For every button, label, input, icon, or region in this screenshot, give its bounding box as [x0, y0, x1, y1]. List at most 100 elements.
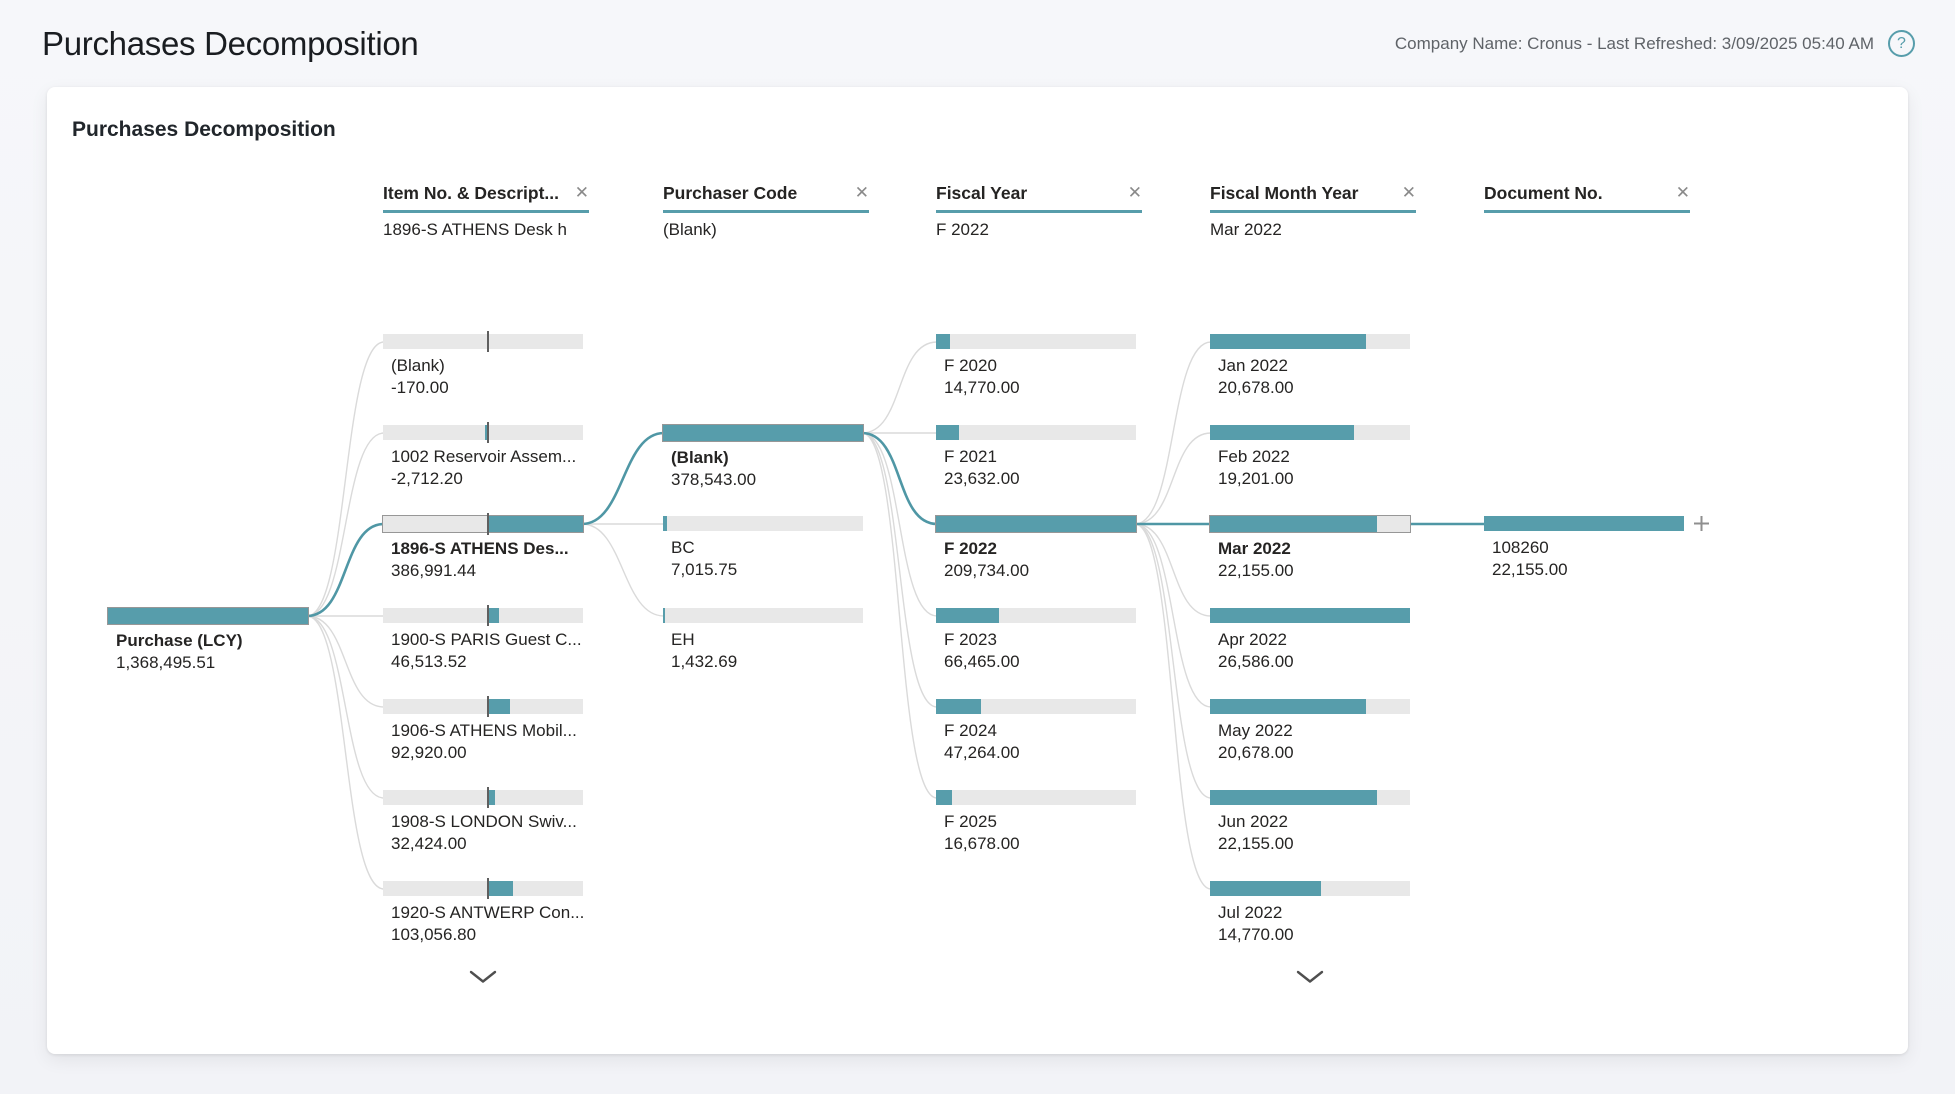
close-icon[interactable]: ✕	[574, 183, 589, 202]
node-bar[interactable]	[382, 513, 584, 535]
node-bar-fill	[936, 516, 1136, 532]
column-header: Fiscal Year ✕ F 2022	[936, 183, 1142, 239]
node-bar[interactable]	[663, 608, 863, 623]
node-bar-fill	[663, 425, 863, 441]
node-bar[interactable]	[1210, 790, 1410, 805]
node-value: -2,712.20	[391, 469, 463, 488]
close-icon[interactable]: ✕	[1127, 183, 1142, 202]
tree-node: Feb 2022 19,201.00	[1210, 425, 1410, 490]
node-bar[interactable]	[1209, 515, 1411, 533]
node-bar-fill	[936, 334, 950, 349]
tree-node: BC 7,015.75	[663, 516, 863, 581]
expand-more-button[interactable]	[1296, 970, 1324, 987]
node-label: 1906-S ATHENS Mobil...	[391, 721, 577, 740]
node-label: Feb 2022	[1218, 447, 1290, 466]
tree-node: 1002 Reservoir Assem... -2,712.20	[383, 422, 583, 490]
node-bar-fill	[936, 608, 1000, 623]
node-bar[interactable]	[936, 608, 1136, 623]
close-icon[interactable]: ✕	[854, 183, 869, 202]
node-label: BC	[671, 538, 695, 557]
chevron-down-icon	[469, 970, 497, 983]
node-value: 20,678.00	[1218, 743, 1294, 762]
expand-node-button[interactable]	[1693, 515, 1710, 535]
node-label: F 2020	[944, 356, 997, 375]
expand-more-button[interactable]	[469, 970, 497, 987]
column-header: Purchaser Code ✕ (Blank)	[663, 183, 869, 239]
node-bar[interactable]	[383, 422, 583, 443]
node-bar[interactable]	[1210, 425, 1410, 440]
node-bar[interactable]	[1210, 608, 1410, 623]
zero-tick	[487, 787, 489, 808]
node-value: 23,632.00	[944, 469, 1020, 488]
company-refresh-label: Company Name: Cronus - Last Refreshed: 3…	[1394, 33, 1874, 53]
node-bar-fill	[1210, 881, 1322, 896]
tree-node: F 2023 66,465.00	[936, 608, 1136, 673]
node-bar[interactable]	[383, 605, 583, 626]
visual-title: Purchases Decomposition	[72, 118, 336, 141]
node-label: Jul 2022	[1218, 903, 1283, 922]
column-header-label: Fiscal Year	[936, 183, 1028, 203]
node-bar[interactable]	[662, 424, 864, 442]
close-icon[interactable]: ✕	[1675, 183, 1690, 202]
column-header-label: Fiscal Month Year	[1210, 183, 1359, 203]
tree-node: 1908-S LONDON Swiv... 32,424.00	[383, 787, 583, 855]
node-bar[interactable]	[663, 516, 863, 531]
node-label: 1896-S ATHENS Des...	[391, 539, 569, 558]
node-bar[interactable]	[383, 878, 583, 899]
node-bar[interactable]	[936, 425, 1136, 440]
close-icon[interactable]: ✕	[1401, 183, 1416, 202]
node-value: 22,155.00	[1492, 560, 1568, 579]
node-bar[interactable]	[1210, 699, 1410, 714]
node-label: Mar 2022	[1218, 539, 1291, 558]
node-value: 209,734.00	[944, 561, 1030, 580]
node-bar[interactable]	[1484, 516, 1684, 531]
node-bar-fill	[1210, 516, 1377, 532]
tree-node: Jul 2022 14,770.00	[1210, 881, 1410, 946]
node-value: -170.00	[391, 378, 449, 397]
node-bar[interactable]	[107, 607, 309, 625]
node-bar[interactable]	[935, 515, 1137, 533]
zero-tick	[487, 696, 489, 717]
node-bar[interactable]	[936, 790, 1136, 805]
node-bar[interactable]	[936, 334, 1136, 349]
node-bar-fill	[663, 608, 665, 623]
column-header: Fiscal Month Year ✕ Mar 2022	[1210, 183, 1416, 239]
tree-node: F 2021 23,632.00	[936, 425, 1136, 490]
tree-node: 1920-S ANTWERP Con... 103,056.80	[383, 878, 584, 946]
node-label: F 2022	[944, 539, 997, 558]
node-value: 19,201.00	[1218, 469, 1294, 488]
node-label: 1900-S PARIS Guest C...	[391, 630, 582, 649]
tree-node: May 2022 20,678.00	[1210, 699, 1410, 764]
tree-node: Jun 2022 22,155.00	[1210, 790, 1410, 855]
node-value: 386,991.44	[391, 561, 477, 580]
column-accent-rule	[1210, 210, 1416, 213]
page-title: Purchases Decomposition	[42, 24, 419, 62]
node-value: 14,770.00	[1218, 925, 1294, 944]
column-subtitle: Mar 2022	[1210, 220, 1282, 239]
node-value: 1,432.69	[671, 652, 738, 671]
node-bar-fill	[1210, 790, 1377, 805]
tree-node: F 2024 47,264.00	[936, 699, 1136, 764]
node-value: 378,543.00	[671, 470, 757, 489]
node-bar[interactable]	[383, 331, 583, 352]
column-header-label: Item No. & Descript...	[383, 183, 560, 203]
node-bar[interactable]	[1210, 334, 1410, 349]
node-label: F 2023	[944, 630, 997, 649]
node-bar[interactable]	[1210, 881, 1410, 896]
node-bar[interactable]	[383, 696, 583, 717]
node-bar-fill	[487, 790, 495, 805]
node-bar-fill	[487, 516, 583, 532]
tree-node: 1906-S ATHENS Mobil... 92,920.00	[383, 696, 583, 764]
node-bar-fill	[663, 516, 667, 531]
node-bar[interactable]	[383, 787, 583, 808]
help-icon[interactable]: ?	[1888, 30, 1915, 57]
zero-tick	[487, 605, 489, 626]
zero-tick	[487, 331, 489, 352]
node-value: 66,465.00	[944, 652, 1020, 671]
node-label: (Blank)	[671, 448, 729, 467]
tree-node: Jan 2022 20,678.00	[1210, 334, 1410, 399]
node-bar[interactable]	[936, 699, 1136, 714]
node-label: Jun 2022	[1218, 812, 1288, 831]
node-value: 14,770.00	[944, 378, 1020, 397]
